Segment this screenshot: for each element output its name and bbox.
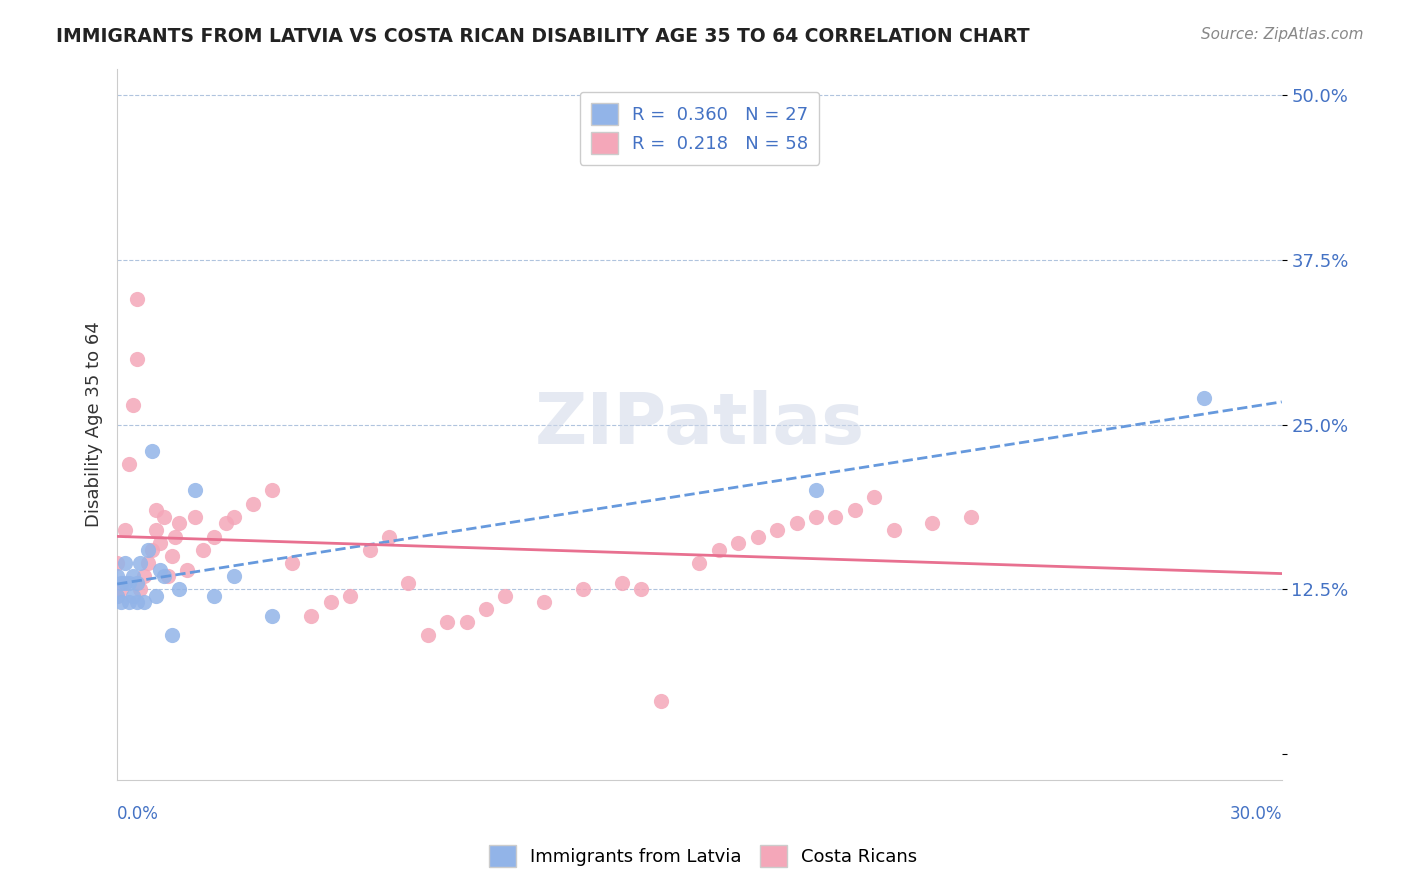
Point xyxy=(114,556,136,570)
Point xyxy=(118,575,141,590)
Point xyxy=(145,523,167,537)
Point xyxy=(105,589,128,603)
Point xyxy=(152,509,174,524)
Point xyxy=(105,569,128,583)
Point xyxy=(766,523,789,537)
Legend: R =  0.360   N = 27, R =  0.218   N = 58: R = 0.360 N = 27, R = 0.218 N = 58 xyxy=(579,92,820,165)
Point xyxy=(319,595,342,609)
Point xyxy=(156,569,179,583)
Point xyxy=(118,595,141,609)
Point xyxy=(152,569,174,583)
Point xyxy=(125,575,148,590)
Point xyxy=(921,516,943,531)
Point xyxy=(105,556,128,570)
Legend: Immigrants from Latvia, Costa Ricans: Immigrants from Latvia, Costa Ricans xyxy=(481,838,925,874)
Point xyxy=(125,292,148,306)
Point xyxy=(242,497,264,511)
Point xyxy=(727,536,749,550)
Y-axis label: Disability Age 35 to 64: Disability Age 35 to 64 xyxy=(86,322,103,527)
Point xyxy=(844,503,866,517)
Point xyxy=(176,562,198,576)
Point xyxy=(169,582,191,597)
Point xyxy=(299,608,322,623)
Point xyxy=(688,556,710,570)
Point xyxy=(747,530,769,544)
Point xyxy=(169,516,191,531)
Point xyxy=(149,562,172,576)
Point xyxy=(110,595,132,609)
Point xyxy=(202,589,225,603)
Text: Source: ZipAtlas.com: Source: ZipAtlas.com xyxy=(1201,27,1364,42)
Point xyxy=(202,530,225,544)
Point xyxy=(572,582,595,597)
Point xyxy=(134,595,156,609)
Point xyxy=(105,589,128,603)
Point xyxy=(262,483,284,498)
Point xyxy=(125,595,148,609)
Point xyxy=(118,457,141,471)
Point xyxy=(475,602,498,616)
Point xyxy=(121,398,143,412)
Point xyxy=(456,615,478,630)
Point xyxy=(184,509,207,524)
Point xyxy=(129,582,152,597)
Point xyxy=(121,569,143,583)
Text: IMMIGRANTS FROM LATVIA VS COSTA RICAN DISABILITY AGE 35 TO 64 CORRELATION CHART: IMMIGRANTS FROM LATVIA VS COSTA RICAN DI… xyxy=(56,27,1029,45)
Point xyxy=(804,483,827,498)
Point xyxy=(145,589,167,603)
Point xyxy=(378,530,401,544)
Point xyxy=(630,582,652,597)
Point xyxy=(262,608,284,623)
Text: 30.0%: 30.0% xyxy=(1229,805,1282,823)
Point xyxy=(222,509,245,524)
Point xyxy=(141,542,163,557)
Text: 0.0%: 0.0% xyxy=(117,805,159,823)
Point xyxy=(149,536,172,550)
Point xyxy=(191,542,214,557)
Point xyxy=(160,549,183,564)
Point xyxy=(129,556,152,570)
Point xyxy=(110,582,132,597)
Point xyxy=(184,483,207,498)
Point xyxy=(110,575,132,590)
Point xyxy=(141,443,163,458)
Point xyxy=(824,509,846,524)
Point xyxy=(114,523,136,537)
Point xyxy=(125,351,148,366)
Point xyxy=(533,595,555,609)
Point xyxy=(707,542,730,557)
Point xyxy=(222,569,245,583)
Point xyxy=(114,575,136,590)
Point xyxy=(494,589,516,603)
Point xyxy=(610,575,633,590)
Point xyxy=(145,503,167,517)
Point xyxy=(883,523,905,537)
Point xyxy=(215,516,238,531)
Point xyxy=(281,556,304,570)
Point xyxy=(121,589,143,603)
Point xyxy=(396,575,419,590)
Point xyxy=(1192,391,1215,405)
Point xyxy=(650,694,672,708)
Point xyxy=(786,516,808,531)
Point xyxy=(804,509,827,524)
Point xyxy=(165,530,187,544)
Point xyxy=(136,556,159,570)
Point xyxy=(436,615,458,630)
Point xyxy=(339,589,361,603)
Point xyxy=(863,490,886,504)
Text: ZIPatlas: ZIPatlas xyxy=(534,390,865,459)
Point xyxy=(134,569,156,583)
Point xyxy=(136,542,159,557)
Point xyxy=(160,628,183,642)
Point xyxy=(960,509,983,524)
Point xyxy=(359,542,381,557)
Point xyxy=(416,628,439,642)
